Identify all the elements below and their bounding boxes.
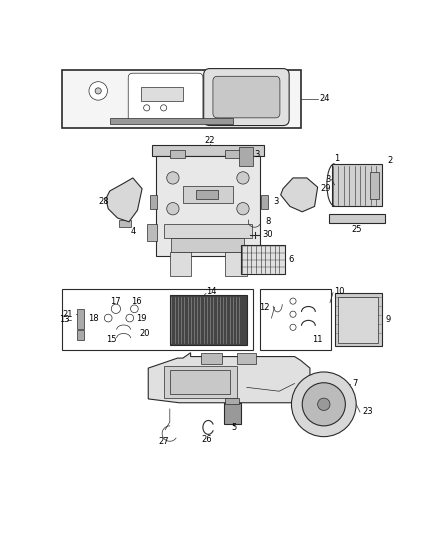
Text: 16: 16 xyxy=(131,297,142,305)
Bar xyxy=(62,70,301,128)
Text: 1: 1 xyxy=(334,154,339,163)
Text: 3: 3 xyxy=(273,197,279,206)
Text: 23: 23 xyxy=(362,408,373,416)
Bar xyxy=(119,220,131,227)
Bar xyxy=(224,403,240,424)
Bar xyxy=(196,190,218,199)
FancyBboxPatch shape xyxy=(204,69,289,126)
Text: 7: 7 xyxy=(352,379,358,388)
Bar xyxy=(338,296,378,343)
Bar xyxy=(332,164,381,206)
Bar xyxy=(237,353,256,364)
Polygon shape xyxy=(106,178,142,222)
Bar xyxy=(171,238,244,252)
Circle shape xyxy=(104,314,112,322)
Text: 5: 5 xyxy=(232,423,237,432)
Circle shape xyxy=(111,304,120,313)
Text: 8: 8 xyxy=(265,217,271,227)
Bar xyxy=(150,195,158,209)
Text: 26: 26 xyxy=(201,435,212,444)
Circle shape xyxy=(167,172,179,184)
Circle shape xyxy=(95,88,101,94)
Circle shape xyxy=(89,82,107,100)
Circle shape xyxy=(161,105,167,111)
Polygon shape xyxy=(281,178,318,212)
Text: 4: 4 xyxy=(131,227,136,236)
Text: 29: 29 xyxy=(321,184,331,193)
Bar xyxy=(170,370,230,393)
Text: 18: 18 xyxy=(88,313,99,322)
Text: 11: 11 xyxy=(312,335,323,344)
Bar xyxy=(152,145,264,156)
Text: 30: 30 xyxy=(262,230,273,239)
Bar xyxy=(170,252,191,277)
Text: 13: 13 xyxy=(59,315,70,324)
Bar xyxy=(78,330,84,340)
FancyBboxPatch shape xyxy=(213,76,280,118)
Circle shape xyxy=(126,314,134,322)
Bar xyxy=(147,224,158,241)
Text: 28: 28 xyxy=(98,197,109,206)
Text: 10: 10 xyxy=(335,287,345,296)
Text: 19: 19 xyxy=(136,313,146,322)
Circle shape xyxy=(318,398,330,410)
Circle shape xyxy=(144,105,150,111)
Circle shape xyxy=(237,203,249,215)
Bar xyxy=(170,295,247,345)
Bar xyxy=(110,118,233,124)
Bar xyxy=(225,252,247,277)
Bar xyxy=(329,214,385,223)
Text: 2: 2 xyxy=(387,156,392,165)
Text: 3: 3 xyxy=(254,150,260,159)
Text: 3: 3 xyxy=(325,175,331,184)
Bar xyxy=(170,150,185,158)
Text: 20: 20 xyxy=(139,329,149,338)
Polygon shape xyxy=(148,353,310,403)
Bar xyxy=(260,289,331,350)
Text: 27: 27 xyxy=(158,437,169,446)
Bar xyxy=(225,398,239,405)
Circle shape xyxy=(237,172,249,184)
Bar xyxy=(183,185,233,203)
FancyBboxPatch shape xyxy=(128,73,203,123)
Bar xyxy=(261,195,268,209)
Bar xyxy=(164,224,252,238)
Text: 14: 14 xyxy=(206,287,216,296)
Bar xyxy=(78,309,84,329)
Circle shape xyxy=(291,372,356,437)
Circle shape xyxy=(290,311,296,317)
Circle shape xyxy=(131,305,138,313)
Text: 6: 6 xyxy=(288,255,294,264)
Text: 15: 15 xyxy=(106,335,117,344)
Text: 3: 3 xyxy=(134,197,139,206)
Circle shape xyxy=(302,383,346,426)
Text: 24: 24 xyxy=(319,94,330,103)
Bar xyxy=(370,172,379,199)
Bar xyxy=(201,353,222,364)
Circle shape xyxy=(167,203,179,215)
Bar xyxy=(62,289,253,350)
Circle shape xyxy=(290,298,296,304)
Bar xyxy=(225,150,240,158)
Bar xyxy=(240,245,285,274)
Bar xyxy=(156,156,260,256)
Bar xyxy=(335,294,382,346)
Text: 12: 12 xyxy=(259,303,270,312)
Text: 17: 17 xyxy=(110,297,121,305)
Text: 9: 9 xyxy=(385,315,391,324)
Text: 25: 25 xyxy=(351,225,361,234)
Bar xyxy=(239,147,253,166)
Circle shape xyxy=(290,324,296,330)
Text: 21: 21 xyxy=(62,310,73,319)
Text: 22: 22 xyxy=(205,136,215,146)
Bar xyxy=(141,87,183,101)
Bar xyxy=(164,366,237,398)
